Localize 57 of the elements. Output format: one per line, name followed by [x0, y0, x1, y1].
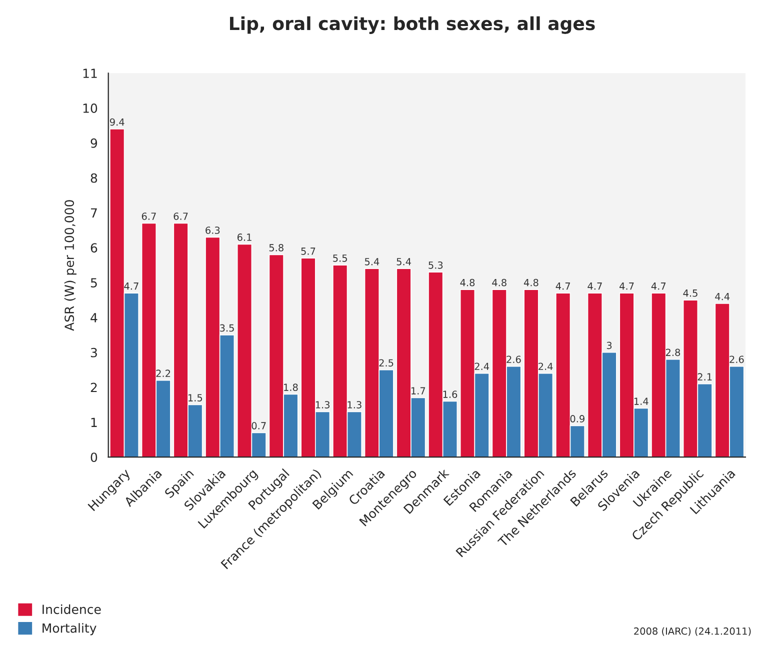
data-label: 5.7: [301, 248, 316, 255]
data-label: 0.7: [252, 422, 266, 430]
chart-title: Lip, oral cavity: both sexes, all ages: [230, 16, 595, 34]
data-label: 4.7: [556, 282, 570, 290]
data-label: 5.4: [396, 258, 411, 266]
data-label: 1.7: [411, 387, 426, 394]
data-label: 4.8: [492, 278, 506, 286]
data-label: 2.2: [156, 370, 170, 377]
data-label: 5.8: [269, 244, 284, 252]
y-tick-label: 3: [90, 348, 97, 358]
data-label: 2.6: [506, 356, 521, 364]
data-label: 5.3: [428, 261, 443, 269]
data-label: 4.8: [524, 278, 538, 286]
data-label: 4.8: [460, 278, 475, 286]
data-label: 4.7: [651, 282, 666, 290]
data-label: 6.7: [174, 212, 188, 220]
y-axis-title: ASR (W) per 100,000: [64, 200, 76, 331]
data-label: 1.5: [188, 394, 202, 402]
data-label: 5.4: [364, 258, 380, 266]
y-tick-label: 1: [91, 418, 97, 427]
data-label: 6.3: [206, 226, 220, 234]
data-label: 4.4: [715, 293, 730, 300]
data-label: 1.4: [634, 398, 648, 405]
data-label: 6.7: [142, 212, 156, 220]
y-tick-label: 6: [90, 243, 98, 253]
data-label: 4.7: [124, 282, 138, 290]
y-tick-label: 8: [90, 173, 98, 183]
data-label: 1.3: [348, 401, 362, 408]
data-label: 1.3: [316, 401, 330, 408]
legend-label: Mortality: [42, 623, 96, 636]
data-label: 6.1: [237, 234, 252, 241]
data-label: 4.7: [620, 282, 634, 290]
y-tick-label: 7: [91, 208, 97, 218]
data-label: 1.6: [443, 390, 458, 398]
data-label: 2.5: [379, 359, 394, 367]
data-label: 1.8: [284, 384, 298, 391]
data-label: 2.4: [538, 362, 553, 370]
legend-label: Incidence: [42, 604, 101, 614]
data-label: 2.4: [474, 362, 490, 370]
y-tick-label: 2: [90, 382, 97, 392]
y-tick-label: 5: [90, 278, 97, 288]
y-tick-label: 9: [90, 138, 98, 148]
data-label: 4.5: [683, 290, 698, 297]
data-label: 2.1: [698, 373, 712, 380]
y-tick-label: 0: [90, 452, 98, 462]
data-label: 2.6: [730, 356, 744, 364]
data-label: 2.8: [666, 348, 680, 356]
data-label: 4.7: [588, 282, 602, 290]
data-label: 0.9: [570, 415, 584, 422]
data-label: 3: [606, 342, 612, 350]
data-label: 3.5: [220, 324, 234, 332]
y-tick-label: 4: [90, 313, 98, 322]
text: 2008 (IARC) (24.1.2011): [634, 627, 751, 636]
y-tick-label: 11: [83, 68, 97, 78]
y-tick-label: 10: [83, 104, 98, 113]
data-label: 5.5: [333, 254, 347, 262]
data-label: 9.4: [110, 118, 124, 126]
